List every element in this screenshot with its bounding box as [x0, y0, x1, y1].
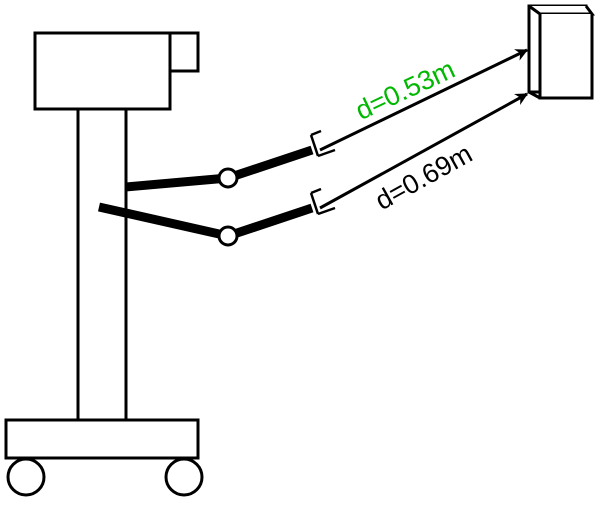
upper-distance-arrow — [319, 48, 529, 152]
upper-arm — [125, 129, 336, 192]
target-box-side — [538, 14, 594, 100]
target-box — [527, 4, 595, 100]
upper-gripper — [309, 129, 336, 158]
upper-arm-link-1 — [125, 173, 229, 192]
lower-arm — [98, 187, 336, 247]
lower-arm-link-2 — [226, 203, 314, 241]
camera-head — [33, 31, 200, 111]
camera-lens-housing — [168, 31, 200, 73]
vertical-column — [76, 106, 128, 422]
base-platform — [4, 418, 200, 460]
upper-arm-link-2 — [226, 145, 314, 183]
target-box-edge — [528, 90, 541, 100]
right-wheel — [164, 457, 204, 497]
lower-gripper — [309, 187, 336, 216]
lower-arm-link-1 — [98, 202, 229, 241]
lower-distance-arrow — [319, 92, 529, 210]
camera-body — [33, 31, 172, 111]
target-box-top — [528, 4, 595, 16]
upper-arm-joint — [217, 167, 239, 189]
cart-base — [4, 418, 204, 497]
lower-arm-joint — [217, 225, 239, 247]
left-wheel — [6, 457, 46, 497]
